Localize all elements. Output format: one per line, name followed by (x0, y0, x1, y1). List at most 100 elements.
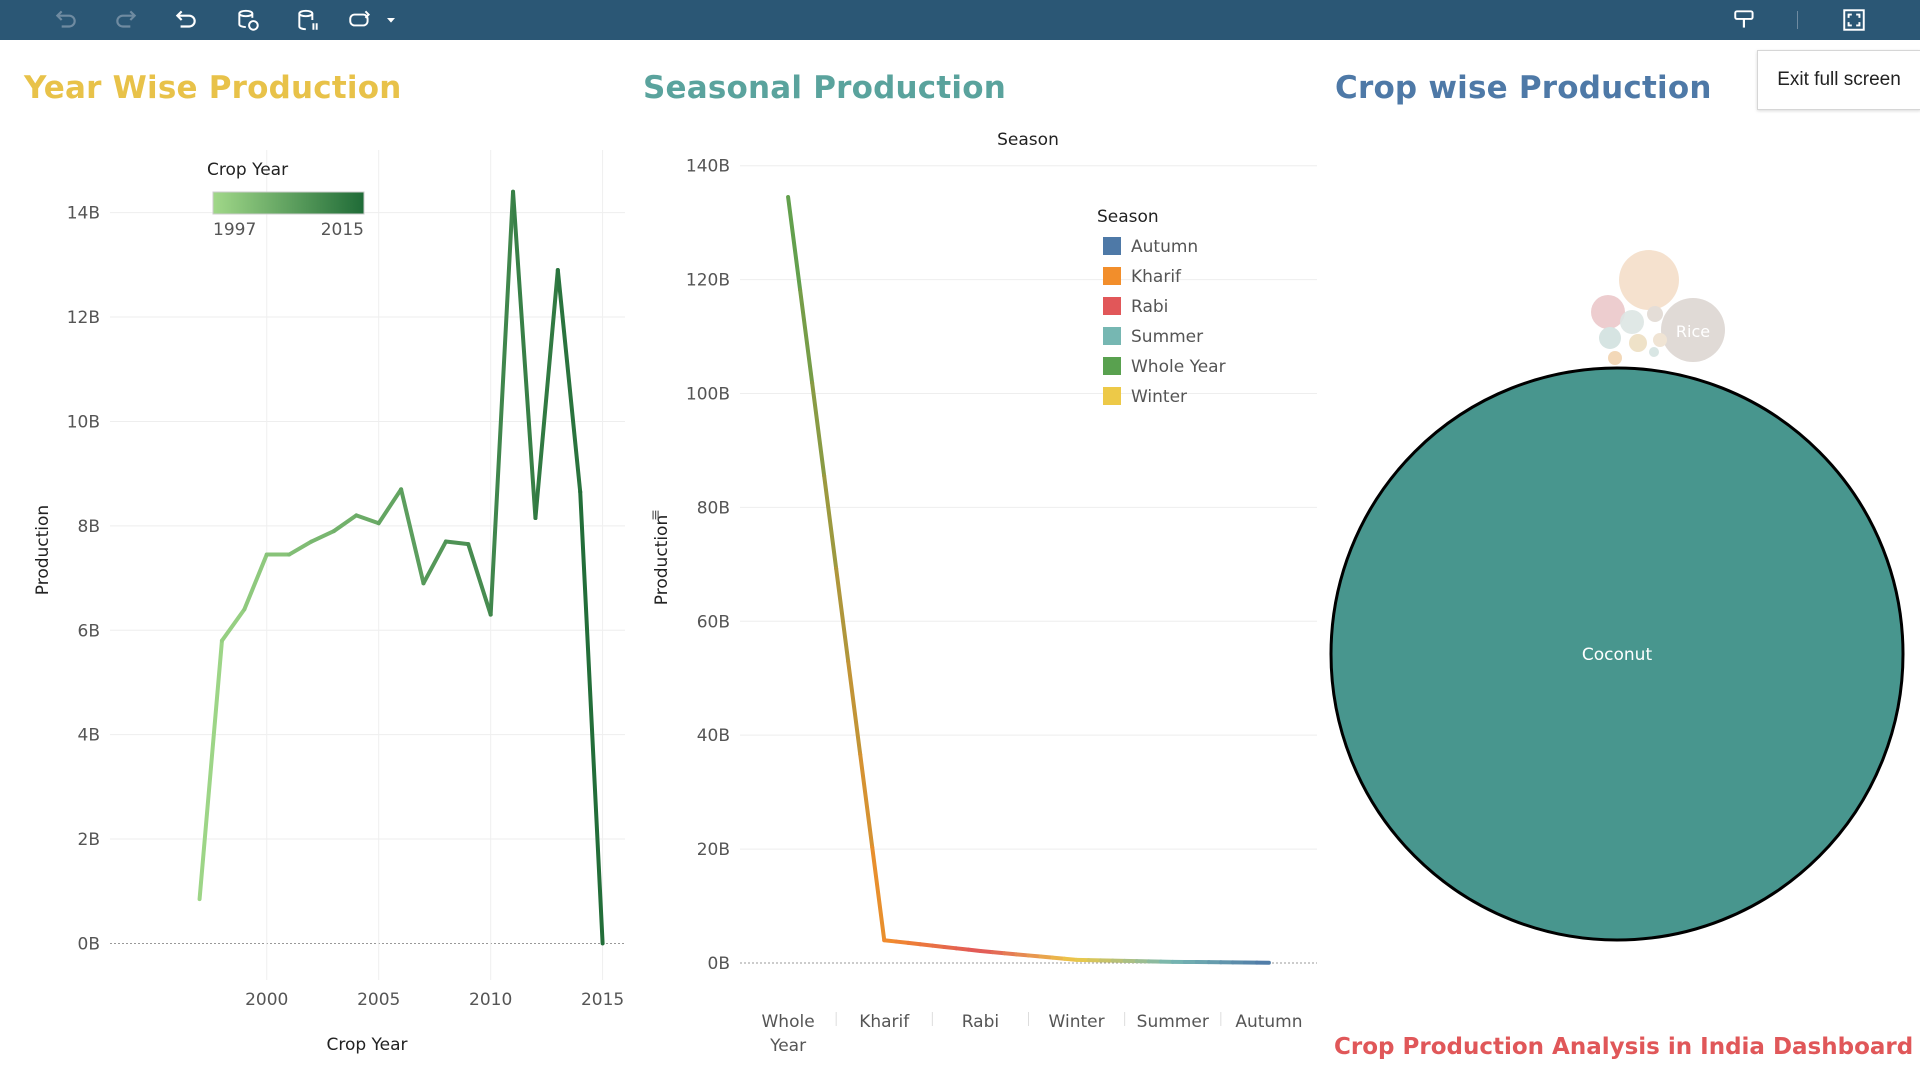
line-segment (354, 513, 381, 526)
line-segment (942, 944, 959, 951)
line-segment (834, 566, 851, 664)
y-axis-title: Production (652, 515, 672, 605)
year-production-chart: 0B 2B 4B 6B 8B 10B 12B 14B 2000 2005 2010 2015 Crop … (33, 150, 625, 1055)
legend-min-label: 1997 (213, 220, 256, 240)
line-segment (242, 552, 269, 612)
line-segment (488, 189, 516, 617)
bubble[interactable] (1653, 333, 1667, 347)
line-segment (1002, 951, 1019, 957)
line-segment (399, 487, 426, 586)
legend-max-label: 2015 (321, 220, 364, 240)
line-segment (798, 287, 815, 385)
y-tick-label: 14B (67, 204, 100, 224)
exit-full-screen-tooltip[interactable]: Exit full screen (1757, 50, 1920, 110)
line-segment (822, 473, 839, 571)
fullscreen-icon[interactable] (1839, 6, 1869, 34)
line-segment (870, 845, 887, 943)
legend-label: Autumn (1131, 237, 1198, 257)
line-segment (219, 607, 247, 643)
y-axis-title: Production (33, 505, 53, 595)
line-segment (421, 539, 448, 586)
x-tick-label: Winter (1049, 1012, 1105, 1032)
line-segment (511, 189, 538, 521)
line-segment (533, 268, 560, 521)
seasonal-title: Seasonal Production (643, 70, 1006, 106)
x-tick-label: 2005 (357, 990, 400, 1010)
y-tick-label: 120B (686, 271, 730, 291)
line-segment (1014, 952, 1031, 958)
line-segment (882, 938, 899, 944)
y-tick-label: 0B (78, 934, 100, 954)
y-tick-label: 40B (697, 726, 730, 746)
bubble[interactable] (1591, 295, 1625, 329)
x-tick-label: Autumn (1235, 1012, 1302, 1032)
line-segment (954, 946, 971, 952)
line-segment (810, 380, 827, 478)
sort-icon: ≡ (648, 509, 664, 521)
toolbar (0, 0, 1920, 40)
y-tick-label: 8B (78, 517, 100, 537)
bubble[interactable] (1599, 327, 1621, 349)
bubble[interactable] (1620, 310, 1644, 334)
y-tick-label: 4B (78, 726, 100, 746)
line-segment (1038, 954, 1055, 960)
y-tick-label: 60B (697, 612, 730, 632)
line-segment (846, 659, 863, 757)
line-segment (197, 638, 224, 902)
y-tick-label: 10B (67, 412, 100, 432)
legend-label: Summer (1131, 327, 1203, 347)
line-segment (990, 950, 1007, 956)
x-tick-label: Kharif (859, 1012, 910, 1032)
x-tick-label: Summer (1137, 1012, 1209, 1032)
line-segment (443, 539, 471, 547)
x-tick-label: 2015 (581, 990, 624, 1010)
legend-swatch (1103, 387, 1121, 405)
line-segment (1026, 953, 1043, 959)
undo-icon[interactable] (51, 6, 81, 34)
dropdown-arrow-icon[interactable] (383, 6, 399, 34)
line-segment (858, 752, 875, 850)
line-segment (930, 943, 947, 949)
replay-animation-icon[interactable] (345, 6, 375, 34)
revert-icon[interactable] (171, 6, 201, 34)
legend-swatch (1103, 297, 1121, 315)
bubble[interactable] (1619, 250, 1679, 310)
line-segment (966, 947, 983, 954)
legend-label: Winter (1131, 387, 1187, 407)
y-tick-label: 140B (686, 157, 730, 177)
line-segment (1062, 956, 1079, 962)
legend-label: Kharif (1131, 267, 1182, 287)
y-tick-label: 20B (697, 840, 730, 860)
line-segment (578, 489, 605, 946)
crop-production-bubble-chart: Rice Coconut (1329, 250, 1905, 942)
x-tick-label: Whole (761, 1012, 814, 1032)
legend-label: Rabi (1131, 297, 1168, 317)
y-tick-label: 80B (697, 498, 730, 518)
pause-updates-icon[interactable] (293, 6, 323, 34)
line-segment (1050, 955, 1067, 961)
bubble[interactable] (1649, 347, 1659, 357)
legend-swatch (1103, 327, 1121, 345)
line-segment (906, 940, 923, 947)
redo-icon[interactable] (111, 6, 141, 34)
x-tick-label: 2010 (469, 990, 512, 1010)
line-segment (894, 939, 911, 945)
line-segment (376, 487, 404, 526)
bubble[interactable] (1608, 351, 1622, 365)
crop-wise-title: Crop wise Production (1335, 70, 1712, 106)
bubble[interactable] (1647, 306, 1663, 322)
bubble[interactable] (1629, 334, 1647, 352)
line-segment (918, 942, 935, 948)
line-segment (555, 268, 583, 494)
highlight-icon[interactable] (1730, 6, 1760, 34)
bubble-coconut[interactable] (1329, 366, 1905, 942)
toolbar-divider (1797, 11, 1798, 29)
legend-gradient (212, 191, 365, 215)
y-tick-label: 100B (686, 384, 730, 404)
bubble-rice[interactable] (1661, 298, 1725, 362)
legend-swatch (1103, 357, 1121, 375)
refresh-data-icon[interactable] (233, 6, 263, 34)
legend-swatch (1103, 237, 1121, 255)
dashboard-footer-title: Crop Production Analysis in India Dashbo… (1334, 1034, 1914, 1060)
line-segment (309, 529, 336, 544)
